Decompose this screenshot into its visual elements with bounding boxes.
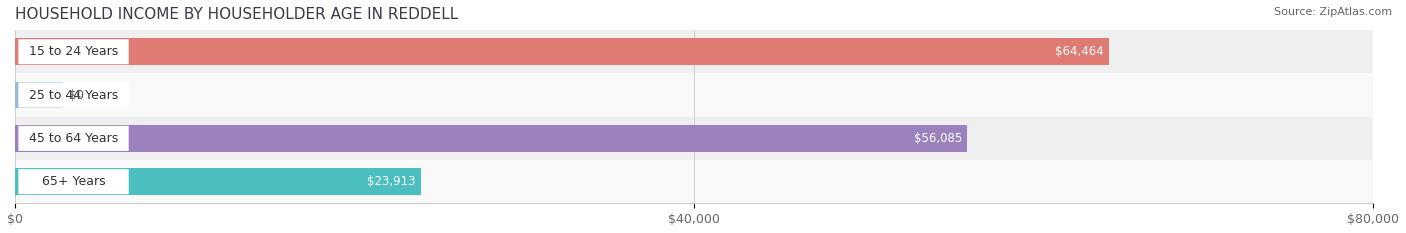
Text: Source: ZipAtlas.com: Source: ZipAtlas.com (1274, 7, 1392, 17)
Text: 45 to 64 Years: 45 to 64 Years (30, 132, 118, 145)
FancyBboxPatch shape (18, 169, 129, 194)
Bar (15, 160, 1374, 203)
Bar (15, 73, 1374, 117)
Text: $23,913: $23,913 (367, 175, 416, 188)
Text: $64,464: $64,464 (1056, 45, 1104, 58)
FancyBboxPatch shape (18, 39, 129, 64)
Text: HOUSEHOLD INCOME BY HOUSEHOLDER AGE IN REDDELL: HOUSEHOLD INCOME BY HOUSEHOLDER AGE IN R… (15, 7, 458, 22)
FancyBboxPatch shape (18, 82, 129, 108)
Bar (15, 125, 967, 152)
Bar (15, 38, 1109, 65)
Bar (15, 82, 62, 109)
Text: $0: $0 (69, 89, 84, 102)
Text: 15 to 24 Years: 15 to 24 Years (30, 45, 118, 58)
Bar (15, 168, 420, 195)
FancyBboxPatch shape (18, 126, 129, 151)
Bar (15, 30, 1374, 73)
Text: 25 to 44 Years: 25 to 44 Years (30, 89, 118, 102)
Bar (15, 117, 1374, 160)
Text: 65+ Years: 65+ Years (42, 175, 105, 188)
Text: $56,085: $56,085 (914, 132, 962, 145)
